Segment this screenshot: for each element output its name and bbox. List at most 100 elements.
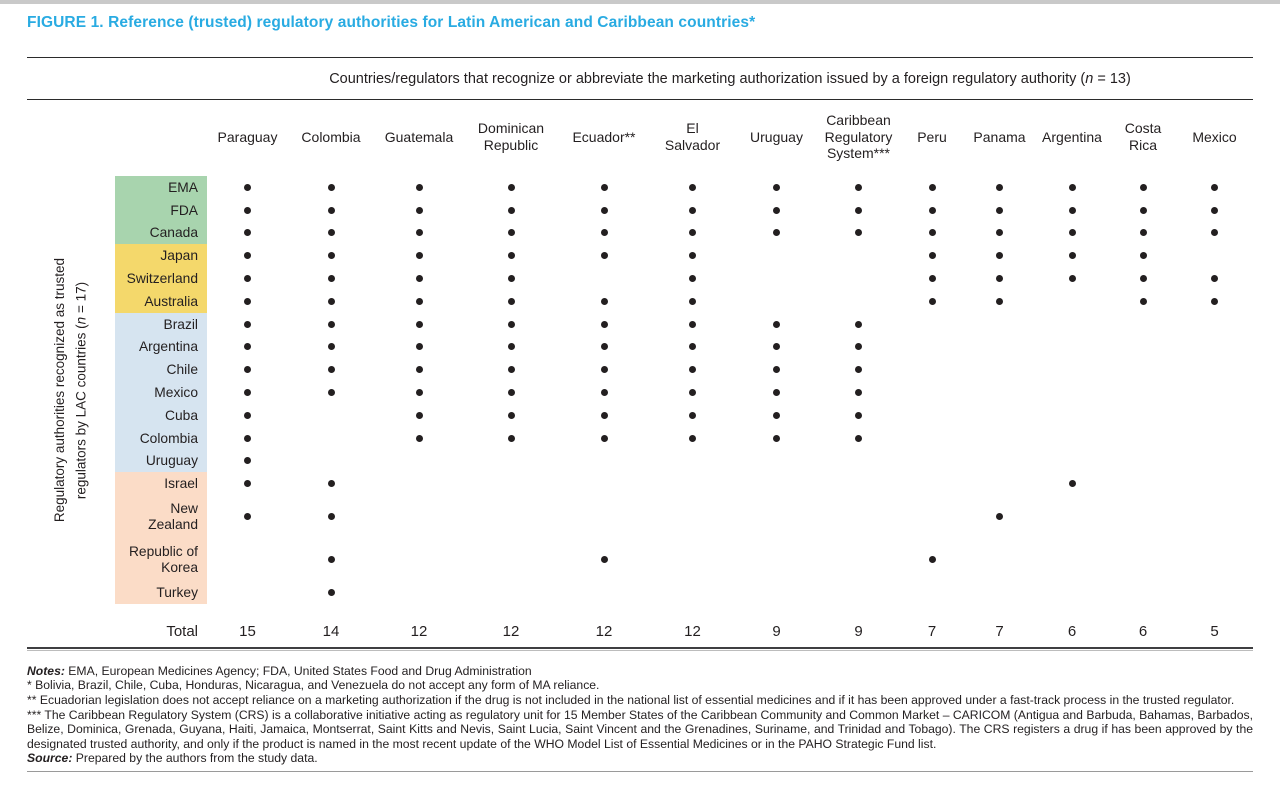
- dot: [327, 229, 335, 237]
- divider-header: [27, 99, 1253, 100]
- dot: [1139, 183, 1147, 191]
- row-label: New Zealand: [115, 495, 207, 539]
- dot: [855, 366, 862, 374]
- dot: [1139, 229, 1147, 237]
- matrix-cell: [1176, 472, 1253, 495]
- matrix-cell: [1110, 450, 1176, 473]
- matrix-cell: [965, 495, 1034, 538]
- dot: [689, 275, 696, 283]
- dot: [327, 320, 335, 328]
- matrix-cell: [818, 336, 899, 359]
- column-group-header-n: n: [1085, 71, 1094, 87]
- dot: [244, 513, 251, 521]
- row-label: Mexico: [115, 381, 207, 404]
- dot: [507, 343, 515, 351]
- dot: [415, 389, 423, 397]
- matrix-cell: [1034, 176, 1110, 199]
- column-header: Mexico: [1192, 128, 1237, 145]
- dot: [1068, 275, 1076, 283]
- matrix-cell: [1176, 404, 1253, 427]
- matrix-cell: [207, 495, 288, 538]
- column-header: Caribbean Regulatory System***: [824, 112, 893, 162]
- matrix-cell: [288, 336, 374, 359]
- y-axis-label-line2: regulators by LAC countries (: [74, 323, 89, 499]
- matrix-cell: [1034, 472, 1110, 495]
- divider-top: [27, 57, 1253, 58]
- dot: [1068, 252, 1076, 260]
- dot: [600, 183, 608, 191]
- matrix-cell: [650, 176, 735, 199]
- matrix-cell: [1110, 404, 1176, 427]
- dot: [244, 229, 251, 237]
- matrix-cell: [1034, 381, 1110, 404]
- dot: [928, 252, 936, 260]
- dot: [600, 366, 608, 374]
- dot: [855, 320, 862, 328]
- matrix-cell: [374, 450, 464, 473]
- matrix-cell: [464, 176, 558, 199]
- matrix-cell: [558, 290, 650, 313]
- dot: [244, 366, 251, 374]
- dot: [773, 434, 780, 442]
- dot: [689, 206, 696, 214]
- total-value: 12: [502, 623, 520, 641]
- total-value: 12: [684, 623, 701, 641]
- matrix-cell: [464, 336, 558, 359]
- row-label: Brazil: [115, 312, 207, 336]
- matrix-cell: [558, 404, 650, 427]
- total-value: 7: [995, 623, 1004, 641]
- matrix-cell: [288, 244, 374, 267]
- matrix-cell: [735, 267, 818, 290]
- matrix-cell: [207, 427, 288, 450]
- dot: [415, 206, 423, 214]
- matrix-cell: [1176, 313, 1253, 336]
- matrix-cell: [965, 176, 1034, 199]
- dot: [1068, 480, 1076, 488]
- matrix-cell: [1034, 313, 1110, 336]
- y-axis-label-count: = 17): [74, 281, 89, 317]
- total-value: 14: [322, 623, 340, 641]
- matrix-cell: [207, 176, 288, 199]
- matrix-cell: [558, 267, 650, 290]
- dot: [689, 389, 696, 397]
- dot: [855, 206, 862, 214]
- dot: [244, 297, 251, 305]
- total-value: 9: [772, 623, 781, 641]
- dot: [928, 275, 936, 283]
- matrix-cell: [207, 472, 288, 495]
- matrix-cell: [735, 358, 818, 381]
- dot: [600, 434, 608, 442]
- matrix-cell: [374, 222, 464, 245]
- dot: [327, 389, 335, 397]
- column-header: Panama: [973, 128, 1026, 145]
- matrix-cell: [464, 222, 558, 245]
- matrix-cell: [1176, 222, 1253, 245]
- matrix-cell: [899, 538, 965, 581]
- matrix-cell: [464, 290, 558, 313]
- matrix-cell: [965, 290, 1034, 313]
- dot: [244, 183, 251, 191]
- matrix-cell: [650, 427, 735, 450]
- dot: [244, 320, 251, 328]
- note-line: *** The Caribbean Regulatory System (CRS…: [27, 707, 1253, 751]
- column-header: Uruguay: [750, 128, 803, 145]
- matrix-cell: [899, 427, 965, 450]
- row-label: Cuba: [115, 403, 207, 427]
- dot: [773, 206, 780, 214]
- dot: [1211, 206, 1218, 214]
- matrix-cell: [899, 267, 965, 290]
- matrix-cell: [650, 495, 735, 538]
- matrix-cell: [558, 427, 650, 450]
- matrix-cell: [965, 427, 1034, 450]
- matrix-cell: [1034, 450, 1110, 473]
- matrix-cell: [558, 313, 650, 336]
- total-value: 12: [410, 623, 428, 641]
- dot: [600, 320, 608, 328]
- dot: [244, 434, 251, 442]
- matrix-cell: [464, 313, 558, 336]
- matrix-cell: [207, 336, 288, 359]
- matrix-cell: [899, 199, 965, 222]
- dot: [773, 343, 780, 351]
- matrix-cell: [288, 222, 374, 245]
- matrix-cell: [899, 313, 965, 336]
